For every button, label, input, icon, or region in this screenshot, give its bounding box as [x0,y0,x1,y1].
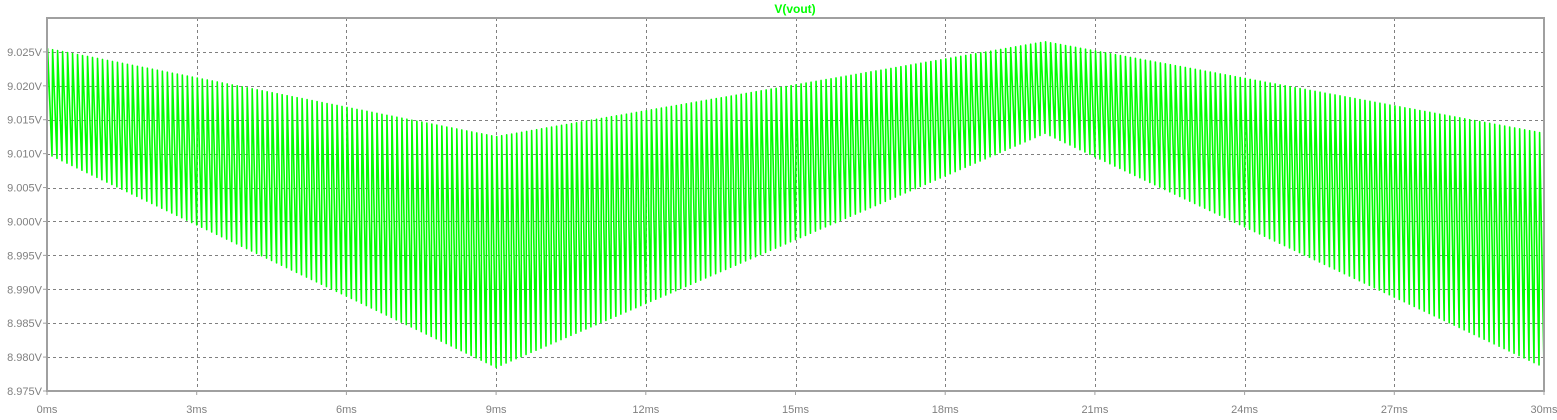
y-tick-label: 9.020V [7,81,43,93]
x-tick-label: 24ms [1231,404,1258,416]
y-tick-label: 9.025V [7,47,43,59]
y-tick-label: 9.000V [7,216,43,228]
y-tick-label: 9.010V [7,149,43,161]
y-axis: 8.975V 8.980V 8.985V 8.990V 8.995V 9.000V 9.00… [7,47,47,398]
x-tick-label: 12ms [632,404,659,416]
y-tick-label: 8.980V [7,352,43,364]
x-tick-label: 30ms [1531,404,1557,416]
x-tick-label: 9ms [486,404,507,416]
y-tick-label: 9.015V [7,115,43,127]
x-tick-label: 15ms [782,404,809,416]
x-axis: 0ms 3ms 6ms 9ms 12ms 15ms 18ms 21ms 24ms 27ms 30ms [37,391,1557,416]
y-tick-label: 8.975V [7,386,43,398]
trace-v-vout [46,41,1545,369]
trace-title[interactable]: V(vout) [774,2,815,16]
x-tick-label: 0ms [37,404,58,416]
y-tick-label: 8.995V [7,250,43,262]
y-tick-label: 8.990V [7,284,43,296]
x-tick-label: 6ms [336,404,357,416]
y-tick-label: 8.985V [7,318,43,330]
x-tick-label: 27ms [1381,404,1408,416]
x-tick-label: 21ms [1081,404,1108,416]
series-line [46,41,1545,369]
x-tick-label: 3ms [186,404,207,416]
y-tick-label: 9.005V [7,183,43,195]
x-tick-label: 18ms [932,404,959,416]
